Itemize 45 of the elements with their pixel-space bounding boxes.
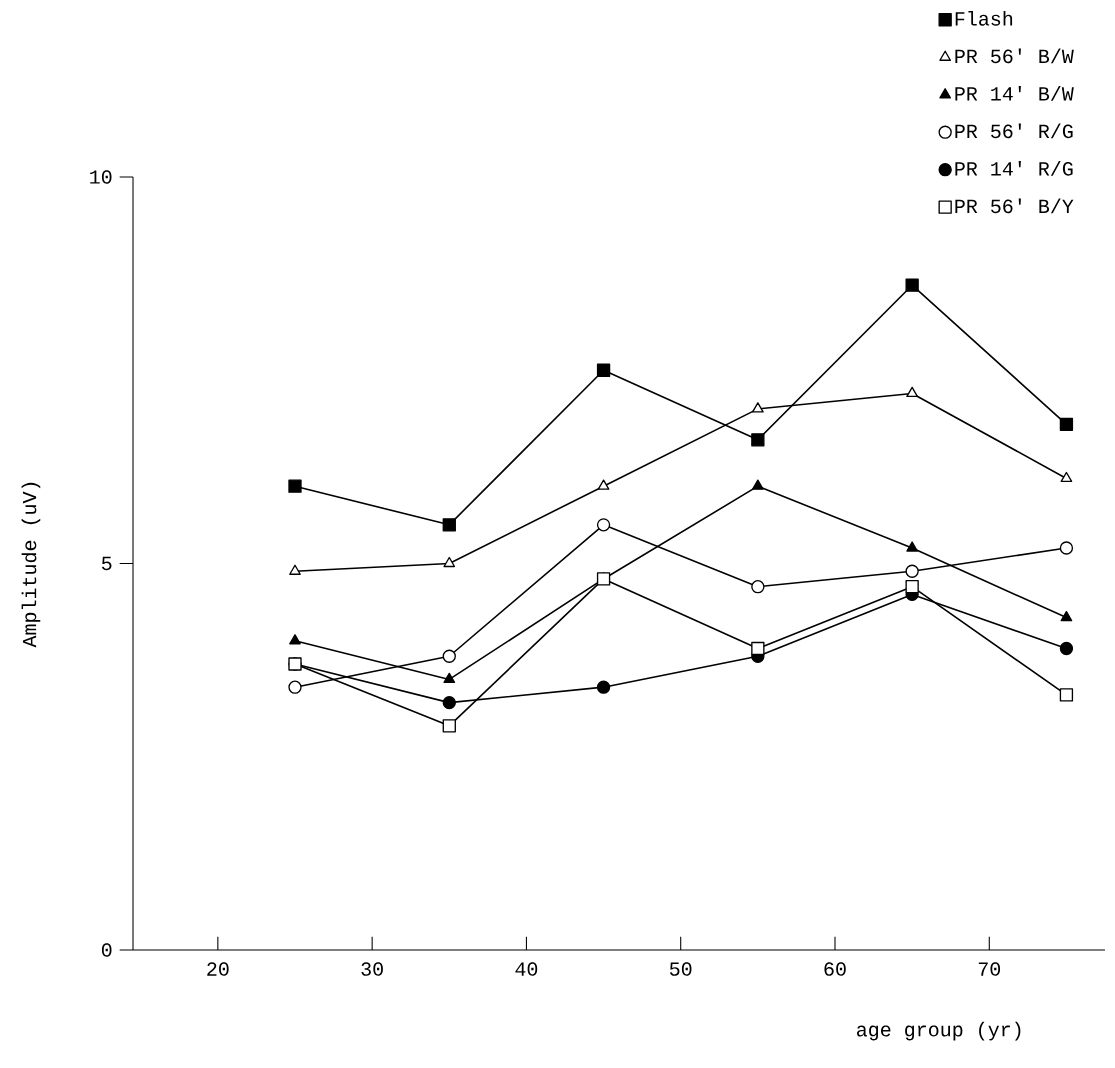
point xyxy=(443,672,456,684)
point xyxy=(751,641,765,656)
legend-label: PR 56' R/G xyxy=(955,123,1073,139)
y-tick-label: 0 xyxy=(101,943,112,957)
x-tick-label: 50 xyxy=(669,962,692,976)
x-tick-label: 60 xyxy=(824,962,846,976)
point xyxy=(906,386,918,398)
point xyxy=(289,564,301,575)
point xyxy=(1059,688,1074,702)
point xyxy=(442,719,456,733)
legend-label: Flash xyxy=(955,10,1013,26)
point xyxy=(905,278,919,292)
point xyxy=(1059,417,1074,432)
point xyxy=(1060,471,1073,483)
x-tick-label: 70 xyxy=(978,962,1001,976)
point xyxy=(596,680,611,694)
point xyxy=(751,479,764,490)
x-axis-title: age group (yr) xyxy=(857,1021,1021,1041)
point xyxy=(442,695,456,710)
point xyxy=(751,580,765,594)
point xyxy=(1059,641,1074,656)
point xyxy=(596,518,611,532)
point xyxy=(751,402,764,413)
point xyxy=(905,564,919,578)
legend-label: PR 56' B/Y xyxy=(955,198,1074,214)
legend-label: PR 14' R/G xyxy=(955,160,1073,176)
x-tick-label: 20 xyxy=(207,962,229,976)
x-tick-label: 40 xyxy=(515,962,538,976)
point xyxy=(442,649,456,663)
point xyxy=(288,479,302,493)
point xyxy=(751,433,765,447)
point xyxy=(597,479,610,490)
point xyxy=(442,518,456,532)
legend-label: PR 56' B/W xyxy=(955,48,1074,64)
point xyxy=(289,634,301,645)
legend-label: PR 14' B/W xyxy=(955,85,1074,101)
y-tick-label: 5 xyxy=(101,556,112,571)
x-tick-label: 30 xyxy=(361,962,383,976)
point xyxy=(1060,610,1073,622)
point xyxy=(906,541,918,552)
point xyxy=(596,363,611,377)
point xyxy=(443,556,456,568)
y-tick-label: 10 xyxy=(90,170,112,184)
point xyxy=(905,580,919,594)
y-axis-title: Amplitude (uV) xyxy=(21,482,41,648)
